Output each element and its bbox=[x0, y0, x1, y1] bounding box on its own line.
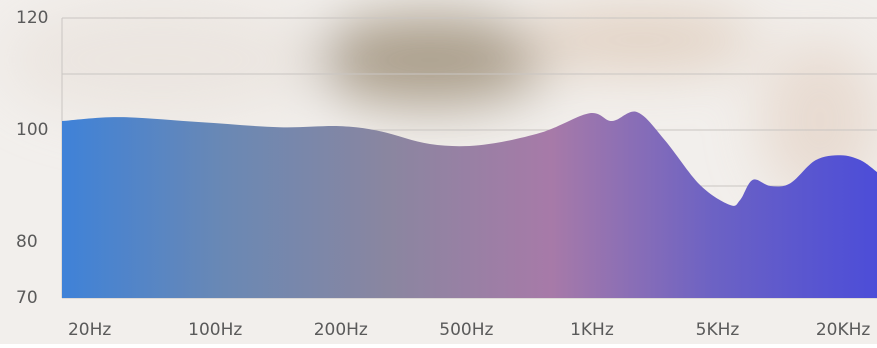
y-tick-label: 80 bbox=[16, 232, 38, 252]
x-tick-label: 20Hz bbox=[68, 320, 111, 340]
y-tick-label: 120 bbox=[16, 8, 48, 28]
x-tick-label: 500Hz bbox=[439, 320, 493, 340]
background-photo bbox=[0, 0, 877, 200]
x-tick-label: 1KHz bbox=[570, 320, 614, 340]
y-tick-label: 100 bbox=[16, 120, 48, 140]
response-area bbox=[62, 111, 877, 298]
y-tick-label: 70 bbox=[16, 288, 38, 308]
x-tick-label: 5KHz bbox=[696, 320, 740, 340]
x-tick-label: 200Hz bbox=[314, 320, 368, 340]
x-tick-label: 20KHz bbox=[816, 320, 871, 340]
x-tick-label: 100Hz bbox=[188, 320, 242, 340]
